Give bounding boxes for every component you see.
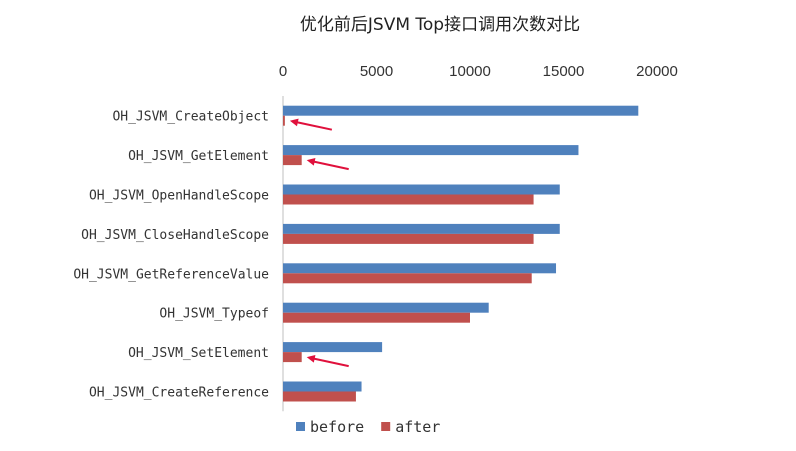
category-label: OH_JSVM_SetElement bbox=[128, 346, 269, 361]
category-label: OH_JSVM_GetElement bbox=[128, 149, 269, 164]
category-label: OH_JSVM_OpenHandleScope bbox=[89, 189, 269, 204]
category-labels: OH_JSVM_CreateObject OH_JSVM_GetElement OH… bbox=[73, 110, 269, 401]
bar-after bbox=[283, 233, 534, 244]
x-tick-label: 10000 bbox=[449, 63, 491, 80]
legend: before after bbox=[296, 418, 440, 436]
bar-after bbox=[283, 352, 302, 363]
category-label: OH_JSVM_GetReferenceValue bbox=[73, 267, 269, 282]
legend-label: after bbox=[395, 418, 440, 436]
arrow-annotation bbox=[289, 118, 333, 131]
bars bbox=[283, 105, 639, 402]
arrow-annotation bbox=[306, 157, 349, 171]
bar-before bbox=[283, 302, 489, 313]
legend-item-before: before bbox=[296, 418, 364, 436]
category-label: OH_JSVM_CreateObject bbox=[112, 110, 269, 125]
bar-after bbox=[283, 391, 356, 402]
bar-before bbox=[283, 145, 579, 156]
legend-item-after: after bbox=[381, 418, 440, 436]
legend-label: before bbox=[310, 418, 364, 436]
x-tick-label: 0 bbox=[279, 63, 287, 80]
bar-before bbox=[283, 184, 560, 195]
annotations bbox=[289, 118, 349, 368]
x-tick-label: 5000 bbox=[360, 63, 393, 80]
x-tick-label: 15000 bbox=[543, 63, 585, 80]
bar-before bbox=[283, 105, 639, 116]
arrow-annotation bbox=[306, 354, 349, 368]
legend-swatch bbox=[381, 422, 391, 431]
bar-after bbox=[283, 273, 532, 284]
bar-before bbox=[283, 381, 362, 392]
category-label: OH_JSVM_Typeof bbox=[159, 307, 269, 322]
legend-swatch bbox=[296, 422, 305, 431]
bar-after bbox=[283, 115, 285, 126]
bar-after bbox=[283, 155, 302, 166]
category-label: OH_JSVM_CloseHandleScope bbox=[81, 228, 269, 243]
x-tick-label: 20000 bbox=[636, 63, 678, 80]
bar-before bbox=[283, 342, 383, 353]
bar-before bbox=[283, 263, 557, 274]
category-label: OH_JSVM_CreateReference bbox=[89, 386, 269, 401]
bar-after bbox=[283, 312, 470, 323]
x-axis-ticks: 0 5000 10000 15000 20000 bbox=[279, 63, 678, 80]
bar-after bbox=[283, 194, 534, 205]
bar-before bbox=[283, 223, 560, 234]
chart-title: 优化前后JSVM Top接口调用次数对比 bbox=[299, 15, 581, 35]
